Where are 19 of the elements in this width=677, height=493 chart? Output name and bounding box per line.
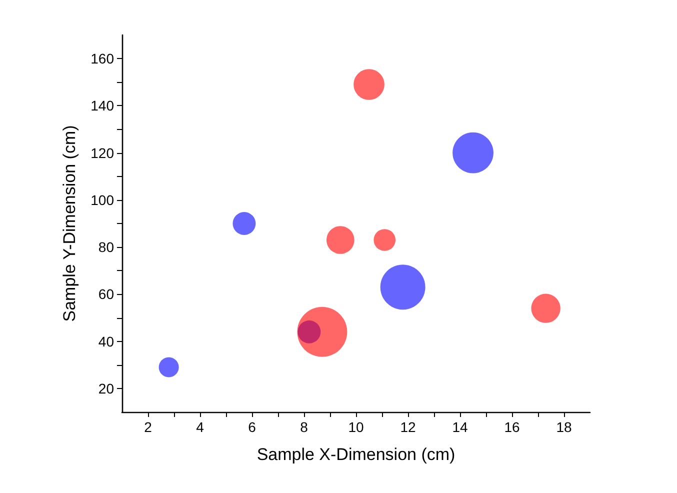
x-tick-label: 14 [452, 419, 468, 435]
x-tick-label: 2 [144, 419, 152, 435]
x-tick-label: 10 [348, 419, 364, 435]
y-tick-label: 100 [90, 192, 114, 208]
y-tick-label: 120 [90, 144, 114, 161]
x-tick-label: 12 [400, 419, 416, 435]
y-axis-title: Sample Y-Dimension (cm) [60, 125, 79, 322]
y-tick-label: 160 [90, 50, 114, 67]
y-tick-label: 60 [98, 286, 114, 302]
y-tick-label: 140 [90, 98, 114, 114]
x-tick-label: 4 [196, 419, 204, 435]
x-tick-label: 8 [300, 419, 308, 435]
y-tick-label: 40 [98, 333, 114, 350]
y-tick-label: 20 [98, 380, 114, 396]
x-tick-label: 6 [248, 419, 256, 435]
x-tick-label: 16 [504, 419, 520, 435]
y-tick-label: 80 [98, 239, 114, 256]
x-axis-title: Sample X-Dimension (cm) [256, 445, 456, 464]
x-tick-label: 18 [556, 419, 572, 435]
